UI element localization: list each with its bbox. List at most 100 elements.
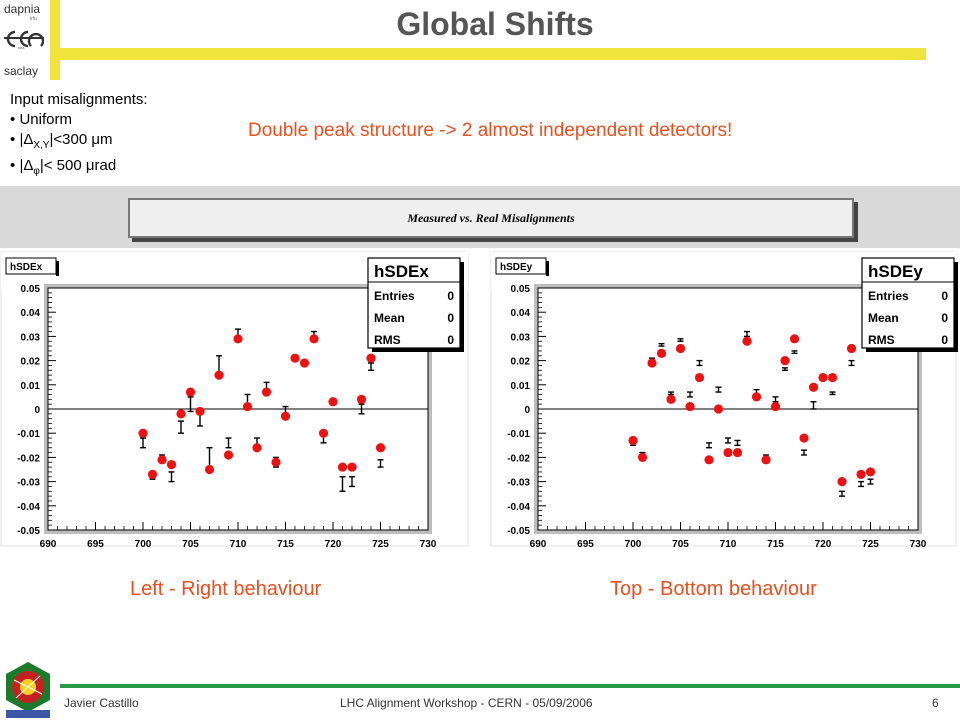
data-point: [299, 358, 310, 368]
data-point: [761, 455, 771, 465]
y-tick-label: -0.04: [17, 502, 40, 513]
data-point: [242, 401, 253, 412]
y-tick-label: 0: [524, 405, 530, 416]
data-point: [713, 404, 724, 414]
stats-label: Mean: [868, 311, 899, 325]
y-tick-label: -0.03: [17, 478, 40, 489]
stats-value: 0: [447, 333, 454, 347]
data-point: [337, 462, 348, 472]
stats-value: 0: [447, 311, 454, 325]
stats-title: hSDEx: [374, 262, 429, 281]
data-point: [366, 353, 376, 363]
data-point: [157, 455, 167, 465]
data-point: [799, 433, 809, 443]
x-tick-label: 730: [910, 539, 927, 550]
x-tick-label: 720: [325, 539, 342, 550]
data-point: [138, 428, 148, 438]
data-point: [185, 387, 196, 397]
y-tick-label: -0.05: [17, 526, 40, 537]
caption-left-right: Left - Right behaviour: [130, 578, 322, 600]
y-tick-label: -0.04: [507, 502, 530, 513]
data-point: [356, 394, 367, 404]
stats-label: Entries: [868, 289, 909, 303]
data-point: [309, 334, 319, 344]
data-point: [704, 455, 714, 465]
data-point: [837, 477, 847, 487]
chart-hsdey: hSDEy 0.05 0.04 0.03 0.02 0.01 0 -0.01 -0.02 -0.0…: [490, 251, 958, 550]
y-tick-label: -0.02: [17, 453, 40, 464]
y-tick-label: -0.01: [17, 429, 40, 440]
caption-top-bottom: Top - Bottom behaviour: [610, 578, 817, 600]
data-point: [628, 435, 638, 446]
x-tick-label: 720: [815, 539, 832, 550]
dapnia-cea-saclay-logo: dapnia irfu cea saclay: [0, 0, 50, 80]
data-point: [147, 469, 158, 479]
stats-label: RMS: [374, 333, 401, 347]
data-point: [223, 450, 234, 460]
stats-value: 0: [941, 311, 948, 325]
headline: Double peak structure -> 2 almost indepe…: [248, 120, 733, 141]
x-tick-label: 695: [87, 539, 104, 550]
data-point: [780, 356, 790, 366]
data-point: [865, 467, 876, 477]
data-point: [818, 372, 828, 383]
x-tick-label: 715: [277, 539, 294, 550]
x-tick-label: 690: [530, 539, 547, 550]
x-tick-label: 700: [625, 539, 642, 550]
hist-name-shadow: [546, 261, 549, 276]
data-point: [204, 464, 215, 475]
slide-title: Global Shifts: [396, 6, 594, 42]
logo-text-cea: cea: [18, 45, 25, 50]
data-point: [375, 443, 386, 453]
data-point: [176, 409, 186, 419]
data-point: [770, 401, 781, 412]
y-tick-label: -0.02: [507, 453, 530, 464]
bullet-xy-range: • |ΔX,Y|<300 μm: [10, 131, 113, 151]
header-accent-bar-horizontal: [60, 48, 926, 60]
data-point: [675, 343, 686, 354]
y-tick-label: -0.03: [507, 478, 530, 489]
header-accent-bar-vertical: [50, 0, 60, 80]
y-tick-label: 0.02: [21, 357, 41, 368]
stats-box: [861, 257, 955, 349]
footer-divider: [60, 684, 960, 688]
footer-author: Javier Castillo: [64, 696, 139, 710]
chart-hsdex: hSDEx 0.05 0.04 0.03 0.02 0.01 0 -0.01 -0.02 -0.0…: [0, 251, 469, 550]
y-tick-label: -0.05: [507, 526, 530, 537]
stats-box: [367, 257, 461, 349]
x-tick-label: 715: [767, 539, 784, 550]
footer-event: LHC Alignment Workshop - CERN - 05/09/20…: [340, 696, 593, 710]
data-point: [233, 334, 243, 344]
y-tick-label: 0.05: [21, 284, 41, 295]
bullet-uniform: • Uniform: [10, 111, 72, 128]
data-point: [732, 447, 743, 458]
x-tick-label: 730: [420, 539, 437, 550]
data-point: [252, 443, 262, 453]
x-tick-label: 710: [230, 539, 247, 550]
y-tick-label: 0.03: [511, 332, 531, 343]
data-point: [666, 394, 676, 404]
data-point: [656, 348, 667, 358]
data-point: [290, 353, 300, 363]
x-tick-label: 710: [720, 539, 737, 550]
stats-label: RMS: [868, 333, 895, 347]
x-tick-label: 725: [862, 539, 879, 550]
x-tick-label: 705: [672, 539, 689, 550]
data-point: [328, 397, 338, 407]
data-point: [195, 406, 205, 417]
hist-name-tag: hSDEy: [500, 262, 533, 273]
data-point: [280, 411, 291, 421]
stats-value: 0: [941, 289, 948, 303]
x-tick-label: 705: [182, 539, 199, 550]
data-point: [318, 428, 329, 438]
y-tick-label: 0.04: [511, 308, 531, 319]
data-point: [723, 447, 733, 458]
stats-value: 0: [941, 333, 948, 347]
data-point: [808, 382, 819, 392]
canvas-title-box: Measured vs. Real Misalignments: [128, 198, 854, 238]
data-point: [846, 343, 857, 354]
stats-label: Mean: [374, 311, 405, 325]
y-tick-label: 0.04: [21, 308, 41, 319]
data-point: [685, 401, 695, 412]
stats-value: 0: [447, 289, 454, 303]
